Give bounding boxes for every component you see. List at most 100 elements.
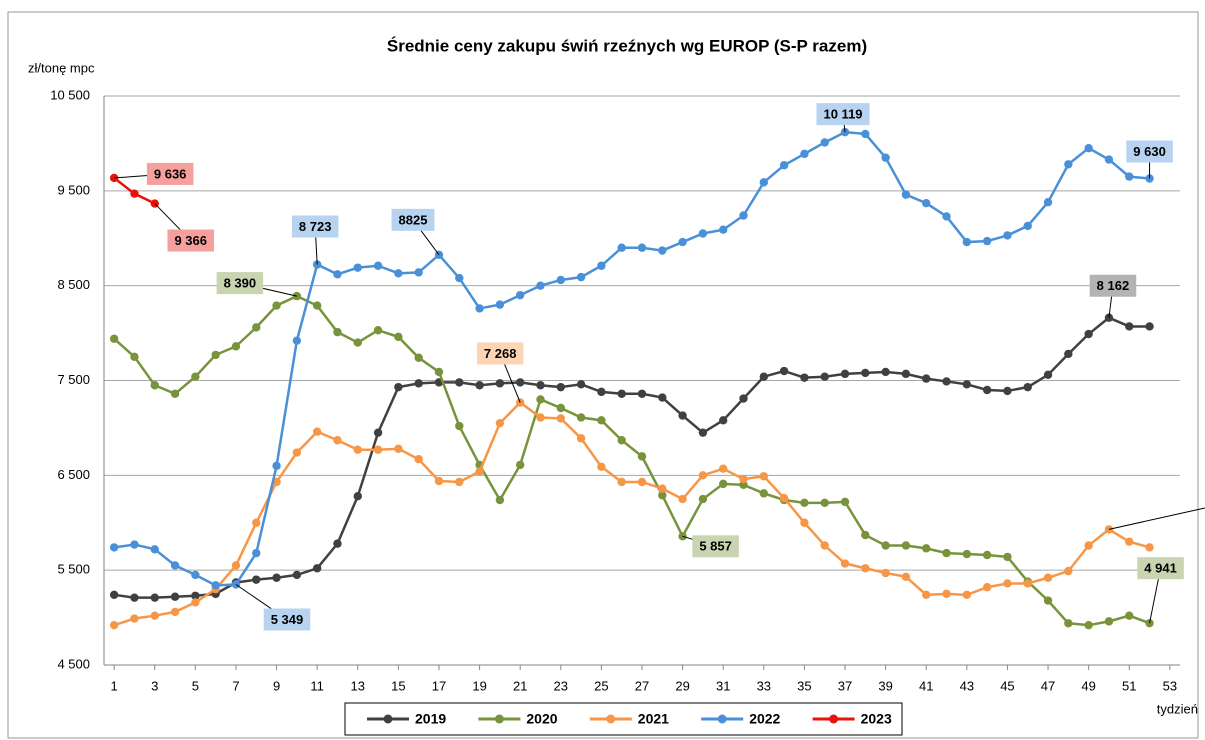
data-point: [881, 367, 890, 377]
value-label-box: [291, 215, 339, 238]
data-point: [109, 590, 119, 600]
legend-label: 2019: [415, 711, 446, 727]
y-axis-label: zł/tonę mpc: [28, 60, 95, 75]
data-point: [434, 476, 444, 486]
chart-title: Średnie ceny zakupu świń rzeźnych wg EUR…: [387, 36, 867, 55]
data-point: [252, 323, 261, 332]
y-tick-label: 8 500: [57, 277, 90, 292]
data-point: [1084, 541, 1093, 550]
value-label-box: [476, 342, 524, 365]
x-tick-label: 23: [554, 678, 568, 693]
value-label-box: [1137, 557, 1184, 580]
data-point: [678, 494, 687, 504]
data-point: [211, 350, 220, 360]
x-tick-label: 9: [273, 678, 280, 693]
data-point: [1023, 221, 1032, 231]
x-tick-label: 21: [513, 678, 527, 693]
x-tick-label: 37: [838, 678, 852, 693]
data-point: [495, 495, 505, 505]
x-tick-label: 5: [192, 678, 199, 693]
data-point: [881, 541, 890, 550]
data-point: [779, 493, 789, 503]
data-point: [170, 561, 180, 570]
data-point: [739, 211, 748, 220]
data-point: [373, 326, 383, 335]
data-point: [678, 411, 687, 420]
data-point: [759, 472, 769, 481]
data-point: [922, 544, 931, 553]
data-point: [759, 489, 769, 498]
data-point: [1003, 231, 1012, 240]
data-point: [373, 445, 383, 454]
data-point: [698, 471, 708, 480]
data-point: [800, 498, 809, 508]
data-point: [617, 243, 626, 252]
data-point: [272, 301, 281, 310]
data-point: [434, 367, 444, 377]
value-label: 4 941: [1144, 561, 1177, 576]
series-line: [113, 130, 1150, 587]
data-point: [536, 395, 545, 404]
value-label-box: [1126, 140, 1173, 163]
data-point: [719, 416, 728, 425]
data-point: [617, 436, 626, 445]
data-point: [576, 434, 586, 443]
value-label: 7 268: [484, 346, 517, 361]
data-point: [333, 327, 342, 337]
data-point: [312, 564, 322, 573]
data-point: [333, 436, 342, 445]
value-label: 9 630: [1133, 144, 1166, 159]
data-point: [556, 382, 565, 392]
data-point: [150, 611, 159, 620]
value-label: 5 349: [271, 612, 304, 627]
data-point: [394, 332, 403, 342]
data-point: [759, 178, 769, 187]
data-point: [840, 559, 850, 568]
x-tick-label: 11: [310, 678, 324, 693]
value-label: 8 723: [299, 219, 332, 234]
data-point: [455, 273, 464, 283]
data-point: [597, 387, 606, 397]
data-point: [455, 378, 464, 387]
value-label: 9 366: [174, 233, 207, 248]
data-point: [373, 428, 383, 437]
data-point: [231, 342, 241, 351]
legend-marker: [717, 714, 727, 724]
data-point: [698, 428, 708, 437]
data-point: [109, 334, 119, 343]
data-point: [495, 379, 505, 388]
value-label-box: [816, 103, 870, 126]
data-point: [1084, 143, 1093, 153]
data-point: [779, 366, 789, 376]
value-label: 8 390: [224, 276, 257, 291]
x-tick-label: 19: [472, 678, 486, 693]
x-tick-label: 51: [1122, 678, 1136, 693]
value-label: 9 636: [154, 166, 187, 181]
value-label-box: [167, 229, 215, 252]
data-point: [556, 414, 565, 423]
x-tick-label: 49: [1081, 678, 1095, 693]
data-point: [658, 484, 667, 493]
value-label: 8825: [399, 212, 428, 227]
value-label-box: [1089, 274, 1137, 297]
x-tick-label: 41: [919, 678, 933, 693]
data-point: [962, 237, 972, 247]
data-point: [414, 268, 423, 277]
data-point: [1125, 537, 1134, 546]
data-point: [475, 467, 484, 476]
data-point: [820, 498, 829, 508]
x-tick-label: 29: [675, 678, 689, 693]
data-point: [901, 369, 911, 379]
data-point: [658, 491, 667, 500]
data-point: [1043, 370, 1053, 380]
data-point: [170, 607, 180, 617]
x-tick-label: 1: [111, 678, 118, 693]
data-point: [1064, 619, 1073, 628]
data-point: [170, 389, 180, 398]
data-point: [1043, 198, 1053, 207]
data-point: [779, 161, 789, 170]
series-line: [113, 316, 1150, 599]
data-point: [475, 381, 484, 390]
data-point: [576, 380, 586, 389]
x-axis-label: tydzień: [1157, 701, 1198, 716]
